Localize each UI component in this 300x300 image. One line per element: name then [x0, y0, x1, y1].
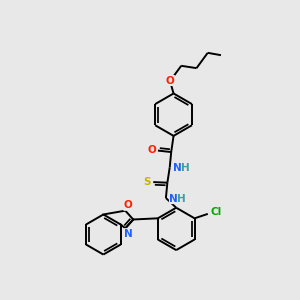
Text: S: S — [143, 176, 151, 187]
Text: N: N — [173, 163, 182, 173]
Text: N: N — [169, 194, 178, 204]
Text: H: H — [177, 194, 186, 204]
Text: H: H — [181, 163, 190, 173]
Text: N: N — [124, 229, 133, 238]
Text: O: O — [166, 76, 174, 85]
Text: Cl: Cl — [210, 207, 222, 218]
Text: O: O — [124, 200, 133, 210]
Text: O: O — [147, 145, 156, 155]
